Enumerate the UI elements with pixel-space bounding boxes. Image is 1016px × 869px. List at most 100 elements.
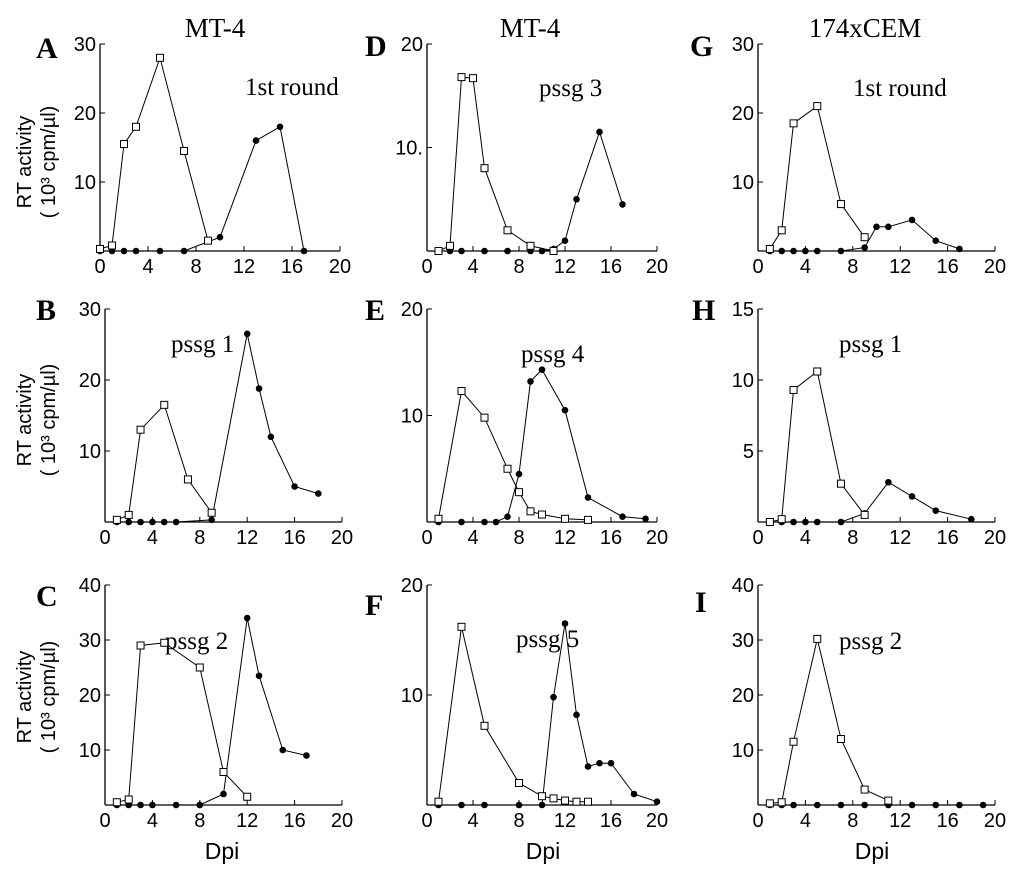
- x-tick-label: 4: [800, 810, 811, 832]
- data-point-open-square: [112, 515, 121, 524]
- data-point-open-square: [112, 798, 121, 807]
- data-point-open-square: [777, 798, 786, 807]
- data-point-filled-circle: [527, 378, 534, 385]
- y-tick-label: 20: [401, 299, 423, 321]
- data-point-filled-circle: [291, 483, 298, 490]
- data-point-open-square: [860, 233, 869, 242]
- x-tick-label: 4: [142, 256, 153, 278]
- data-point-filled-circle: [642, 515, 649, 523]
- panel-annotation: pssg 2: [165, 628, 228, 655]
- data-point-filled-circle: [303, 752, 310, 759]
- y-axis-label-line1: RT activity: [14, 374, 36, 467]
- x-tick-label: 16: [600, 256, 622, 278]
- data-point-filled-circle: [790, 518, 797, 526]
- data-point-open-square: [538, 792, 546, 801]
- data-point-open-square: [526, 507, 535, 516]
- data-point-open-square: [124, 510, 133, 519]
- data-point-filled-circle: [573, 195, 580, 203]
- data-point-filled-circle: [120, 247, 128, 255]
- x-tick-label: 16: [600, 810, 622, 832]
- x-tick-label: 0: [752, 810, 763, 832]
- y-axis-label-row-1: RT activity ( 10³ cpm/µl): [14, 106, 60, 219]
- data-point-open-square: [836, 735, 845, 743]
- series-line-open-square: [769, 638, 889, 804]
- x-tick-label: 8: [513, 256, 524, 278]
- series-line-filled-circle: [438, 130, 623, 252]
- series-line-open-square: [438, 76, 554, 252]
- data-point-open-square: [561, 796, 569, 805]
- data-point-filled-circle: [813, 247, 821, 255]
- x-tick-label: 4: [800, 256, 811, 278]
- data-point-filled-circle: [908, 493, 916, 500]
- y-tick-label: 20: [79, 685, 101, 707]
- series-line-filled-circle: [438, 368, 646, 523]
- series-line-filled-circle: [100, 126, 305, 252]
- data-point-filled-circle: [132, 247, 140, 255]
- data-point-filled-circle: [300, 247, 308, 255]
- data-point-filled-circle: [932, 507, 940, 514]
- y-tick-label: 20: [401, 34, 423, 56]
- data-point-open-square: [136, 641, 145, 650]
- x-tick-label: 12: [889, 256, 911, 278]
- series-line-open-square: [116, 642, 248, 803]
- panel-letter: C: [36, 580, 58, 613]
- panel-annotation: pssg 1: [171, 331, 234, 358]
- x-tick-label: 16: [283, 810, 305, 832]
- y-axis-label-line2: ( 10³ cpm/µl): [38, 641, 60, 754]
- y-tick-label: 10: [74, 172, 96, 194]
- panel-g: 0 4 8 12 16 20 10 20 30 G 1st round: [690, 30, 1006, 278]
- y-tick-label: 10: [732, 740, 754, 762]
- data-point-open-square: [243, 792, 252, 801]
- y-axis-label-row-2: RT activity ( 10³ cpm/µl): [14, 364, 60, 477]
- x-tick-label: 4: [147, 527, 158, 549]
- x-tick-label: 16: [281, 256, 303, 278]
- data-point-filled-circle: [573, 711, 580, 719]
- data-point-open-square: [549, 794, 558, 803]
- data-point-open-square: [777, 515, 786, 524]
- y-tick-label: 20: [74, 103, 96, 125]
- x-tick-label: 20: [331, 527, 353, 549]
- data-point-filled-circle: [778, 247, 785, 255]
- data-point-open-square: [457, 387, 466, 396]
- data-point-filled-circle: [790, 247, 797, 255]
- data-point-filled-circle: [208, 516, 215, 524]
- data-point-filled-circle: [255, 385, 263, 392]
- y-tick-label: 30: [732, 630, 754, 652]
- data-point-open-square: [515, 779, 523, 787]
- data-point-filled-circle: [538, 801, 546, 809]
- series-line-open-square: [99, 56, 209, 250]
- x-tick-label: 0: [421, 527, 432, 549]
- panel-annotation: 1st round: [853, 75, 947, 102]
- data-point-filled-circle: [550, 693, 557, 701]
- data-point-filled-circle: [492, 518, 500, 526]
- data-point-filled-circle: [873, 223, 880, 231]
- data-point-filled-circle: [561, 406, 569, 414]
- data-point-open-square: [180, 146, 188, 155]
- x-tick-label: 0: [99, 810, 110, 832]
- data-point-filled-circle: [908, 216, 916, 224]
- data-point-filled-circle: [515, 801, 523, 809]
- panel-letter: E: [365, 294, 385, 327]
- data-point-filled-circle: [979, 801, 987, 809]
- data-point-open-square: [765, 518, 774, 526]
- data-point-open-square: [789, 119, 798, 128]
- y-tick-label: 40: [732, 575, 754, 597]
- panel-annotation: pssg 4: [521, 341, 585, 368]
- data-point-filled-circle: [267, 433, 275, 441]
- data-point-filled-circle: [802, 518, 809, 526]
- data-point-open-square: [160, 638, 169, 647]
- series-line-filled-circle: [769, 481, 972, 523]
- x-tick-label: 4: [467, 256, 478, 278]
- panel-annotation: pssg 2: [839, 628, 902, 655]
- data-point-filled-circle: [837, 801, 845, 809]
- data-point-filled-circle: [837, 247, 845, 255]
- x-tick-label: 4: [147, 810, 158, 832]
- x-tick-label: 0: [99, 527, 110, 549]
- y-tick-label: 30: [79, 299, 101, 321]
- data-point-open-square: [160, 400, 169, 409]
